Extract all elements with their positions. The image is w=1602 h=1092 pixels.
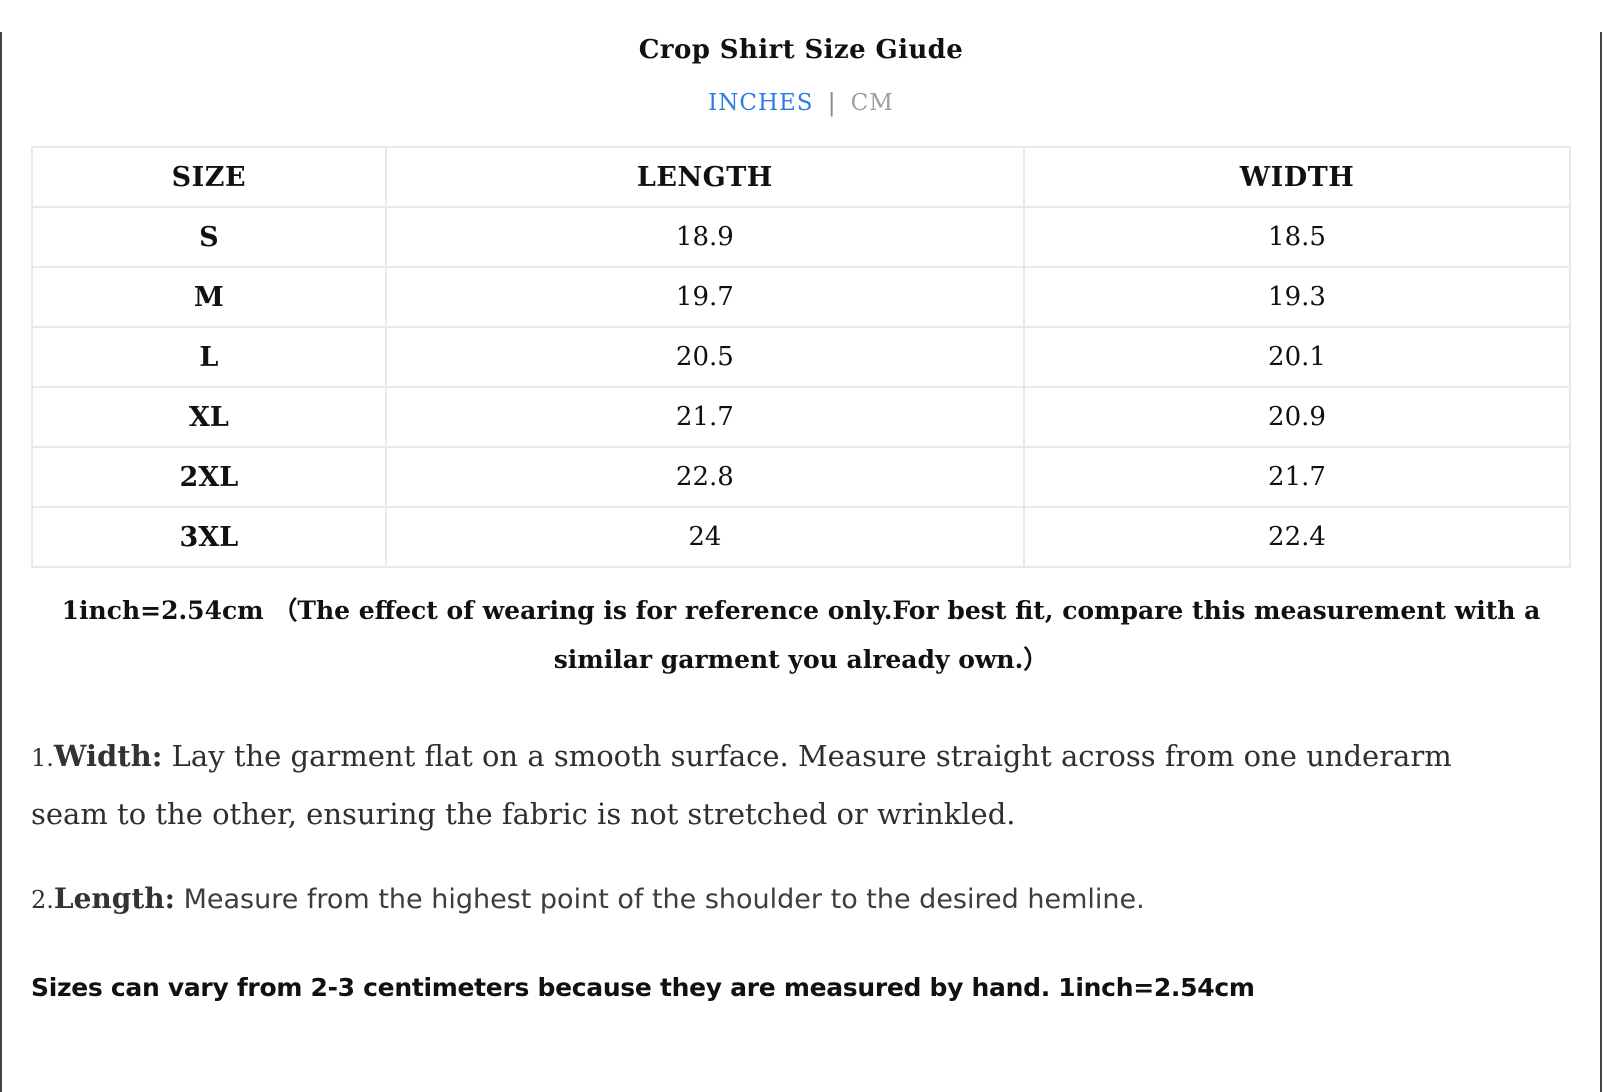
table-header-row: SIZE LENGTH WIDTH (31, 146, 1571, 208)
width-cell: 22.4 (1023, 506, 1571, 568)
size-cell: L (31, 326, 387, 388)
table-row: XL 21.7 20.9 (31, 386, 1571, 448)
width-cell: 20.1 (1023, 326, 1571, 388)
hand-measure-disclaimer: Sizes can vary from 2-3 centimeters beca… (31, 973, 1255, 1002)
column-header-width: WIDTH (1023, 146, 1571, 208)
size-cell: M (31, 266, 387, 328)
length-cell: 24 (384, 506, 1026, 568)
size-cell: S (31, 206, 387, 268)
width-instruction-text: Lay the garment flat on a smooth surface… (31, 739, 1452, 831)
table-row: L 20.5 20.1 (31, 326, 1571, 388)
size-cell: 3XL (31, 506, 387, 568)
unit-cm-tab[interactable]: CM (850, 90, 894, 116)
size-guide-panel: Crop Shirt Size Giude INCHES | CM SIZE L… (0, 32, 1602, 1092)
size-cell: 2XL (31, 446, 387, 508)
width-cell: 19.3 (1023, 266, 1571, 328)
width-cell: 20.9 (1023, 386, 1571, 448)
table-row: 2XL 22.8 21.7 (31, 446, 1571, 508)
length-cell: 20.5 (384, 326, 1026, 388)
length-cell: 19.7 (384, 266, 1026, 328)
length-cell: 21.7 (384, 386, 1026, 448)
column-header-size: SIZE (31, 146, 387, 208)
length-cell: 22.8 (384, 446, 1026, 508)
table-row: S 18.9 18.5 (31, 206, 1571, 268)
unit-toggle-divider: | (827, 89, 837, 117)
width-instruction-number: 1. (31, 744, 54, 772)
length-instruction-label: Length: (53, 882, 175, 915)
length-cell: 18.9 (384, 206, 1026, 268)
width-cell: 18.5 (1023, 206, 1571, 268)
column-header-length: LENGTH (384, 146, 1026, 208)
length-instruction: 2.Length: Measure from the highest point… (31, 878, 1514, 921)
table-row: 3XL 24 22.4 (31, 506, 1571, 568)
size-table: SIZE LENGTH WIDTH S 18.9 18.5 M 19.7 19.… (31, 146, 1571, 568)
length-instruction-number: 2. (31, 886, 54, 914)
width-instruction: 1.Width: Lay the garment flat on a smoot… (31, 728, 1514, 842)
page-title: Crop Shirt Size Giude (638, 35, 964, 65)
size-cell: XL (31, 386, 387, 448)
conversion-note: 1inch=2.54cm （The effect of wearing is f… (61, 596, 1541, 674)
width-cell: 21.7 (1023, 446, 1571, 508)
unit-toggle: INCHES | CM (0, 86, 1602, 120)
length-instruction-text: Measure from the highest point of the sh… (174, 884, 1145, 915)
table-row: M 19.7 19.3 (31, 266, 1571, 328)
width-instruction-label: Width: (53, 739, 163, 773)
unit-inches-tab[interactable]: INCHES (708, 90, 814, 116)
